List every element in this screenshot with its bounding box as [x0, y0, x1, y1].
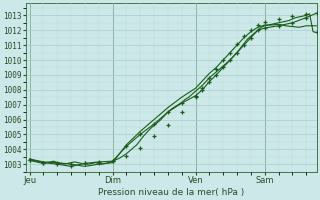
X-axis label: Pression niveau de la mer( hPa ): Pression niveau de la mer( hPa ) [98, 188, 244, 197]
